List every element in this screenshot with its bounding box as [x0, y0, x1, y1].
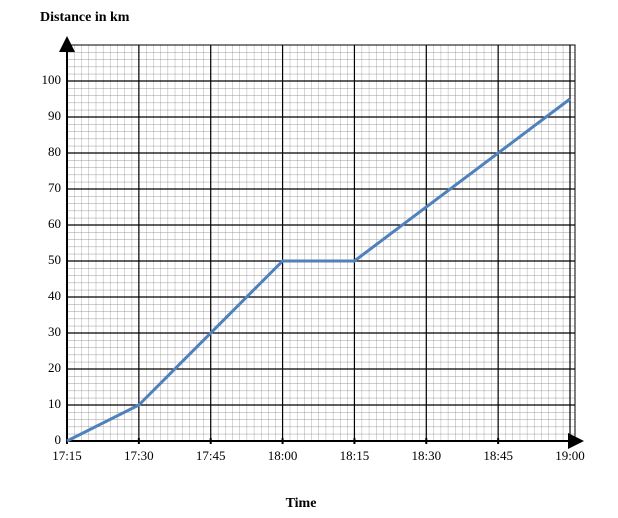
y-tick-label: 90	[48, 108, 61, 123]
y-tick-label: 30	[48, 324, 61, 339]
x-tick-label: 17:15	[52, 448, 82, 463]
y-tick-label: 100	[42, 72, 62, 87]
y-tick-label: 0	[55, 432, 62, 447]
y-axis-label: Distance in km	[40, 10, 130, 25]
data-line	[66, 97, 571, 443]
y-tick-label: 80	[48, 144, 61, 159]
minor-grid	[67, 45, 575, 441]
y-tick-label: 60	[48, 216, 61, 231]
y-tick-label: 50	[48, 252, 61, 267]
x-tick-label: 18:30	[411, 448, 441, 463]
x-axis-label: Time	[286, 496, 317, 511]
y-tick-label: 40	[48, 288, 61, 303]
y-tick-label: 10	[48, 396, 61, 411]
x-tick-label: 19:00	[555, 448, 585, 463]
x-tick-label: 17:45	[196, 448, 226, 463]
y-tick-label: 20	[48, 360, 61, 375]
x-tick-label: 18:15	[340, 448, 370, 463]
x-tick-label: 18:45	[483, 448, 513, 463]
x-tick-label: 18:00	[268, 448, 298, 463]
y-tick-label: 70	[48, 180, 61, 195]
x-tick-label: 17:30	[124, 448, 154, 463]
